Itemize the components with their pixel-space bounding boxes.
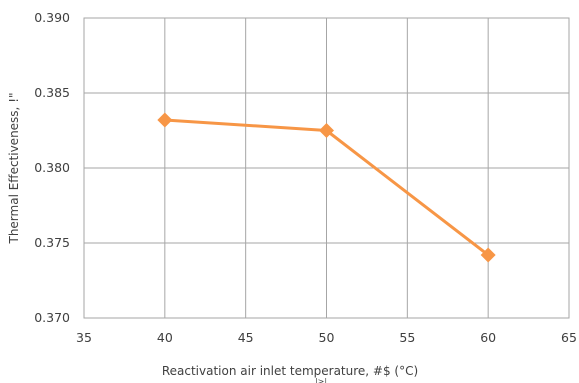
y-axis-title: Thermal Effectiveness, !" <box>7 92 21 244</box>
y-tick-label: 0.385 <box>34 85 70 100</box>
x-tick-label: 50 <box>319 330 335 345</box>
x-tick-label: 60 <box>480 330 496 345</box>
data-point-marker <box>157 112 173 128</box>
y-tick-label: 0.380 <box>34 160 70 175</box>
x-tick-label: 35 <box>76 330 92 345</box>
data-point-marker <box>319 123 334 138</box>
y-tick-labels: 0.370 0.375 0.380 0.385 0.390 <box>34 10 70 325</box>
x-axis-title-subscript: |>| <box>315 377 327 383</box>
x-tick-label: 65 <box>561 330 577 345</box>
y-tick-label: 0.390 <box>34 10 70 25</box>
x-tick-label: 45 <box>238 330 254 345</box>
y-tick-label: 0.375 <box>34 235 70 250</box>
plot-area <box>83 17 570 319</box>
x-tick-label: 55 <box>399 330 415 345</box>
x-axis-title: Reactivation air inlet temperature, #$ (… <box>162 364 418 378</box>
y-tick-label: 0.370 <box>34 310 70 325</box>
series-group <box>157 112 496 263</box>
data-point-marker <box>480 247 496 263</box>
x-tick-labels: 35 40 45 50 55 60 65 <box>76 330 577 345</box>
x-tick-label: 40 <box>157 330 173 345</box>
grid-lines <box>83 17 570 319</box>
